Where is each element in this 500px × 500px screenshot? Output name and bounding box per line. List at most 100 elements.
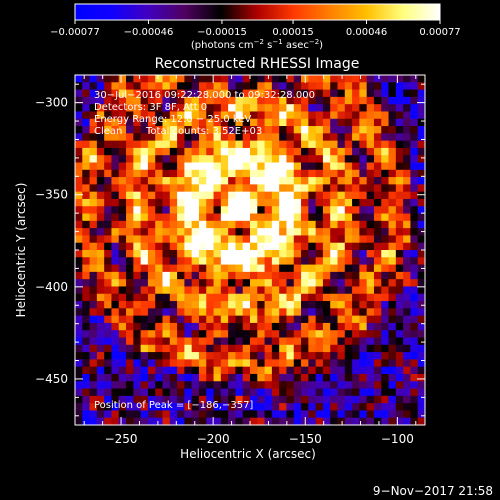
heatmap-cell <box>140 337 149 346</box>
heatmap-cell <box>293 82 302 90</box>
heatmap-cell <box>388 213 397 222</box>
heatmap-cell <box>235 271 244 280</box>
heatmap-cell <box>395 301 404 309</box>
heatmap-cell <box>206 111 214 120</box>
heatmap-cell <box>257 96 265 105</box>
heatmap-cell <box>111 403 120 411</box>
heatmap-cell <box>366 147 375 156</box>
heatmap-cell <box>228 388 236 397</box>
heatmap-cell <box>169 147 178 156</box>
heatmap-cell <box>330 242 338 251</box>
heatmap-cell <box>322 184 331 193</box>
heatmap-cell <box>315 344 324 353</box>
heatmap-cell <box>155 395 163 404</box>
heatmap-cell <box>308 322 317 331</box>
heatmap-cell <box>213 75 222 83</box>
heatmap-cell <box>155 96 163 105</box>
heatmap-cell <box>337 82 346 90</box>
heatmap-cell <box>177 381 185 389</box>
heatmap-cell <box>315 191 324 200</box>
heatmap-cell <box>337 344 346 353</box>
heatmap-cell <box>169 213 178 222</box>
heatmap-cell <box>366 162 375 171</box>
heatmap-cell <box>330 308 338 317</box>
heatmap-cell <box>381 82 389 90</box>
heatmap-cell <box>184 213 193 222</box>
heatmap-cell <box>381 147 389 156</box>
heatmap-cell <box>140 75 149 83</box>
heatmap-cell <box>111 344 120 353</box>
heatmap-cell <box>82 279 90 287</box>
heatmap-cell <box>118 322 127 331</box>
heatmap-cell <box>89 133 98 142</box>
heatmap-cell <box>315 330 324 338</box>
heatmap-cell <box>293 206 302 214</box>
heatmap-cell <box>403 169 411 178</box>
heatmap-cell <box>191 381 200 389</box>
heatmap-cell <box>359 184 368 193</box>
heatmap-cell <box>228 206 236 214</box>
heatmap-cell <box>118 279 127 287</box>
heatmap-cell <box>330 344 338 353</box>
heatmap-cell <box>395 315 404 324</box>
heatmap-cell <box>213 133 222 142</box>
colorbar-tick-label: 0.00015 <box>272 27 313 38</box>
heatmap-cell <box>271 104 280 112</box>
heatmap-cell <box>242 373 251 382</box>
heatmap-cell <box>410 235 419 244</box>
heatmap-cell <box>242 388 251 397</box>
heatmap-cell <box>257 177 265 185</box>
heatmap-cell <box>410 89 419 98</box>
heatmap-cell <box>330 359 338 368</box>
heatmap-cell <box>257 206 265 214</box>
heatmap-cell <box>89 147 98 156</box>
heatmap-cell <box>366 366 375 375</box>
heatmap-cell <box>257 279 265 287</box>
heatmap-cell <box>257 403 265 411</box>
heatmap-cell <box>220 228 229 236</box>
heatmap-cell <box>206 96 214 105</box>
heatmap-cell <box>410 410 419 419</box>
heatmap-cell <box>344 82 353 90</box>
heatmap-cell <box>242 96 251 105</box>
heatmap-cell <box>184 301 193 309</box>
heatmap-cell <box>96 155 105 163</box>
heatmap-cell <box>352 184 360 193</box>
heatmap-cell <box>417 155 425 163</box>
heatmap-cell <box>206 133 214 142</box>
heatmap-cell <box>279 250 287 258</box>
heatmap-cell <box>177 213 185 222</box>
heatmap-cell <box>403 403 411 411</box>
heatmap-cell <box>417 191 425 200</box>
heatmap-cell <box>140 301 149 309</box>
heatmap-cell <box>301 264 309 273</box>
heatmap-cell <box>293 155 302 163</box>
heatmap-cell <box>82 235 90 244</box>
heatmap-cell <box>286 410 295 419</box>
heatmap-cell <box>184 118 193 127</box>
heatmap-cell <box>264 388 273 397</box>
heatmap-cell <box>308 140 317 149</box>
heatmap-cell <box>147 257 156 265</box>
heatmap-cell <box>155 250 163 258</box>
heatmap-cell <box>104 126 112 134</box>
heatmap-cell <box>126 395 134 404</box>
heatmap-cell <box>279 242 287 251</box>
heatmap-cell <box>322 286 331 295</box>
heatmap-cell <box>228 271 236 280</box>
heatmap-cell <box>242 104 251 112</box>
heatmap-cell <box>126 381 134 389</box>
heatmap-cell <box>242 177 251 185</box>
heatmap-cell <box>403 322 411 331</box>
heatmap-cell <box>191 388 200 397</box>
heatmap-cell <box>264 198 273 207</box>
heatmap-cell <box>359 330 368 338</box>
heatmap-cell <box>301 96 309 105</box>
heatmap-cell <box>366 126 375 134</box>
heatmap-cell <box>337 147 346 156</box>
heatmap-cell <box>96 279 105 287</box>
heatmap-cell <box>82 417 90 425</box>
heatmap-cell <box>286 118 295 127</box>
heatmap-cell <box>206 206 214 214</box>
heatmap-cell <box>271 395 280 404</box>
